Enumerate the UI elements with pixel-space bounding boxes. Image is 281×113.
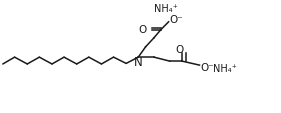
Text: N: N — [134, 56, 143, 69]
Text: O⁻: O⁻ — [200, 62, 214, 72]
Text: O: O — [176, 45, 184, 55]
Text: NH₄⁺: NH₄⁺ — [154, 4, 178, 14]
Text: O⁻: O⁻ — [169, 14, 183, 24]
Text: O: O — [139, 25, 147, 34]
Text: NH₄⁺: NH₄⁺ — [213, 63, 237, 73]
